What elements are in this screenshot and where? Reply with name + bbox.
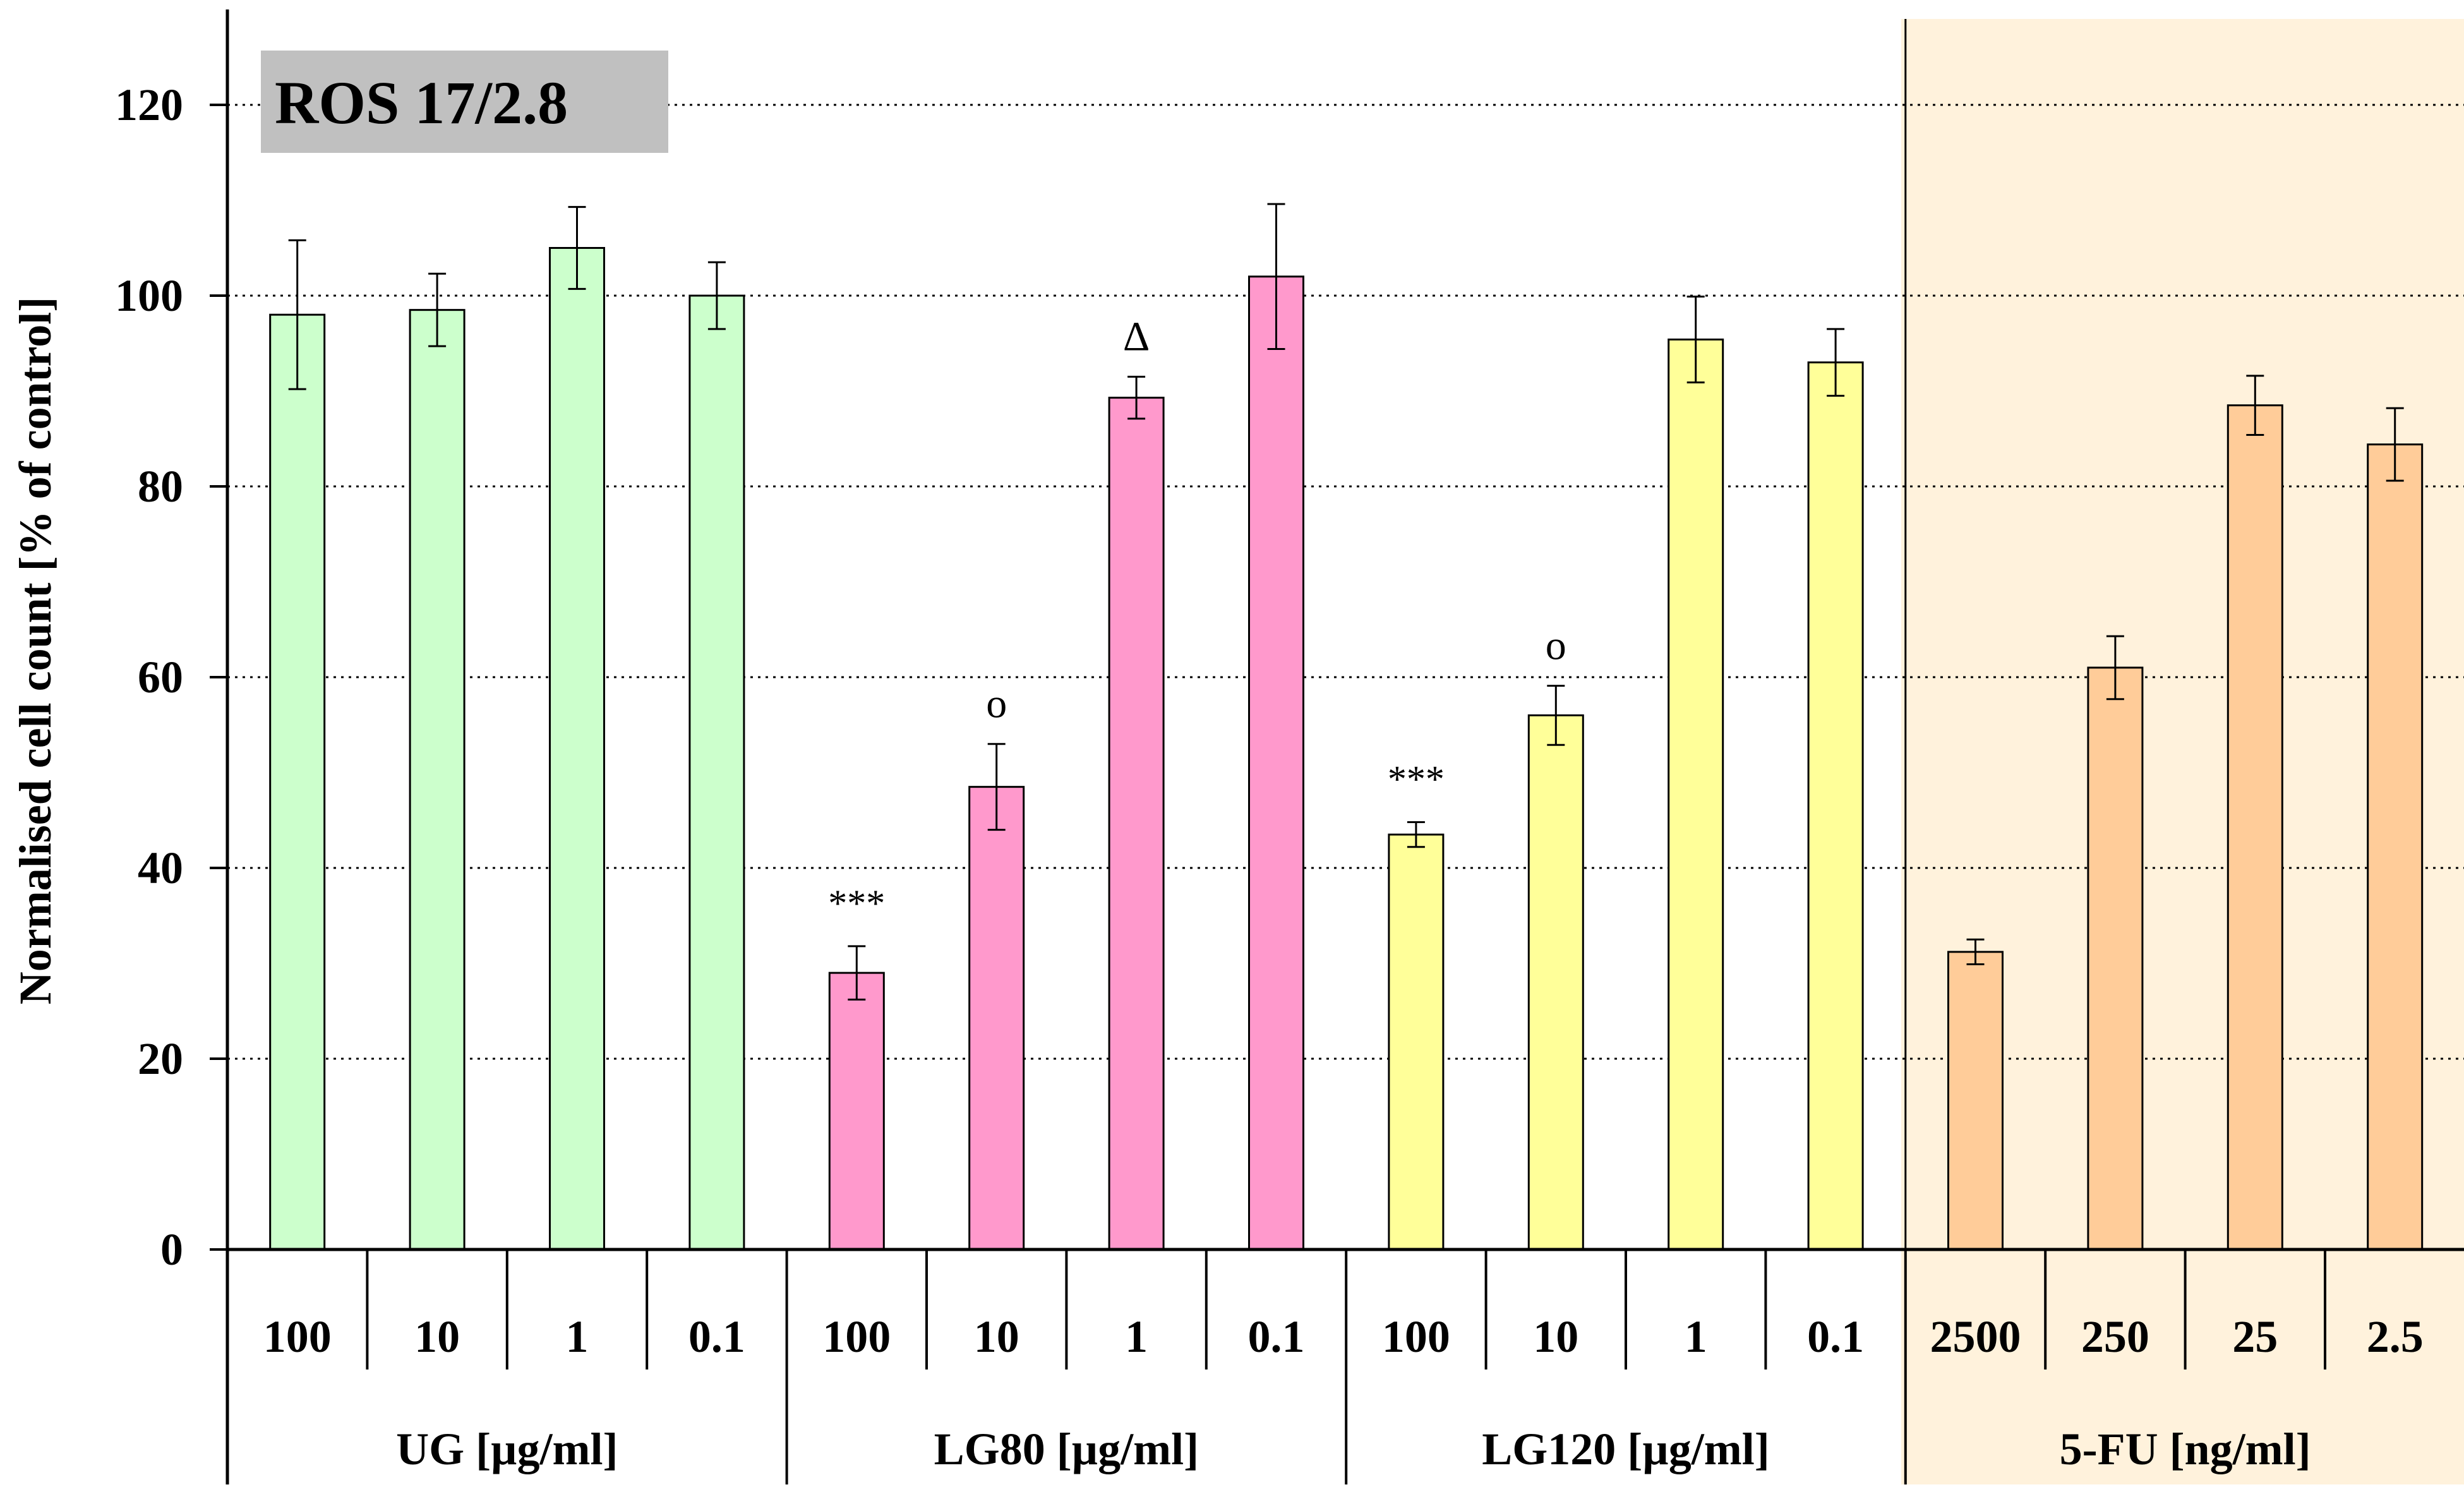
category-label-2-2: 1 bbox=[1685, 1311, 1707, 1362]
bar-1-1 bbox=[968, 786, 1025, 1251]
bar-3-1 bbox=[2087, 666, 2144, 1251]
bars bbox=[269, 203, 2424, 1251]
group-label-2: LG120 [µg/ml] bbox=[1482, 1424, 1769, 1474]
category-label-3-1: 250 bbox=[2081, 1311, 2149, 1362]
y-tick-label-120: 120 bbox=[115, 80, 183, 130]
significance-2-1: o bbox=[1546, 623, 1566, 669]
significance-2-0: *** bbox=[1388, 759, 1445, 800]
category-label-0-1: 10 bbox=[414, 1311, 460, 1362]
y-tick-label-20: 20 bbox=[138, 1033, 183, 1084]
y-tick-label-100: 100 bbox=[115, 270, 183, 321]
bar-2-1 bbox=[1527, 714, 1584, 1251]
bar-1-3 bbox=[1248, 275, 1304, 1251]
significance-1-1: o bbox=[986, 681, 1007, 727]
chart-title: ROS 17/2.8 bbox=[275, 69, 568, 136]
category-label-0-0: 100 bbox=[263, 1311, 332, 1362]
group-label-1: LG80 [µg/ml] bbox=[934, 1424, 1199, 1474]
bar-0-3 bbox=[688, 294, 745, 1251]
bar-0-1 bbox=[409, 309, 466, 1251]
bar-3-3 bbox=[2367, 443, 2424, 1251]
category-label-1-1: 10 bbox=[974, 1311, 1019, 1362]
category-label-0-3: 0.1 bbox=[688, 1311, 745, 1362]
y-tick-label-60: 60 bbox=[138, 652, 183, 702]
category-label-2-1: 10 bbox=[1533, 1311, 1578, 1362]
bar-3-2 bbox=[2227, 404, 2283, 1251]
category-label-0-2: 1 bbox=[566, 1311, 589, 1362]
bar-1-2 bbox=[1108, 397, 1165, 1251]
bar-2-2 bbox=[1668, 338, 1724, 1251]
category-label-2-3: 0.1 bbox=[1807, 1311, 1864, 1362]
bar-3-0 bbox=[1947, 951, 2004, 1251]
bar-2-0 bbox=[1388, 833, 1445, 1251]
bar-0-2 bbox=[549, 247, 605, 1251]
y-tick-label-80: 80 bbox=[138, 461, 183, 512]
category-label-3-2: 25 bbox=[2232, 1311, 2278, 1362]
category-label-3-0: 2500 bbox=[1930, 1311, 2021, 1362]
axes bbox=[210, 9, 2464, 1484]
bar-1-0 bbox=[828, 972, 885, 1251]
significance-1-0: *** bbox=[828, 882, 885, 924]
y-tick-label-0: 0 bbox=[160, 1224, 183, 1275]
category-label-3-3: 2.5 bbox=[2367, 1311, 2424, 1362]
y-axis-label: Normalised cell count [% of control] bbox=[10, 297, 61, 1004]
group-label-0: UG [µg/ml] bbox=[396, 1424, 618, 1474]
bar-2-3 bbox=[1807, 361, 1864, 1251]
category-label-2-0: 100 bbox=[1382, 1311, 1450, 1362]
group-label-3: 5-FU [ng/ml] bbox=[2060, 1424, 2311, 1474]
category-label-1-0: 100 bbox=[822, 1311, 891, 1362]
title-badge bbox=[261, 51, 668, 153]
y-tick-label-40: 40 bbox=[138, 843, 183, 893]
category-label-1-3: 0.1 bbox=[1248, 1311, 1305, 1362]
significance-1-2: Δ bbox=[1123, 313, 1150, 359]
category-label-1-2: 1 bbox=[1125, 1311, 1148, 1362]
bar-0-0 bbox=[269, 313, 326, 1251]
